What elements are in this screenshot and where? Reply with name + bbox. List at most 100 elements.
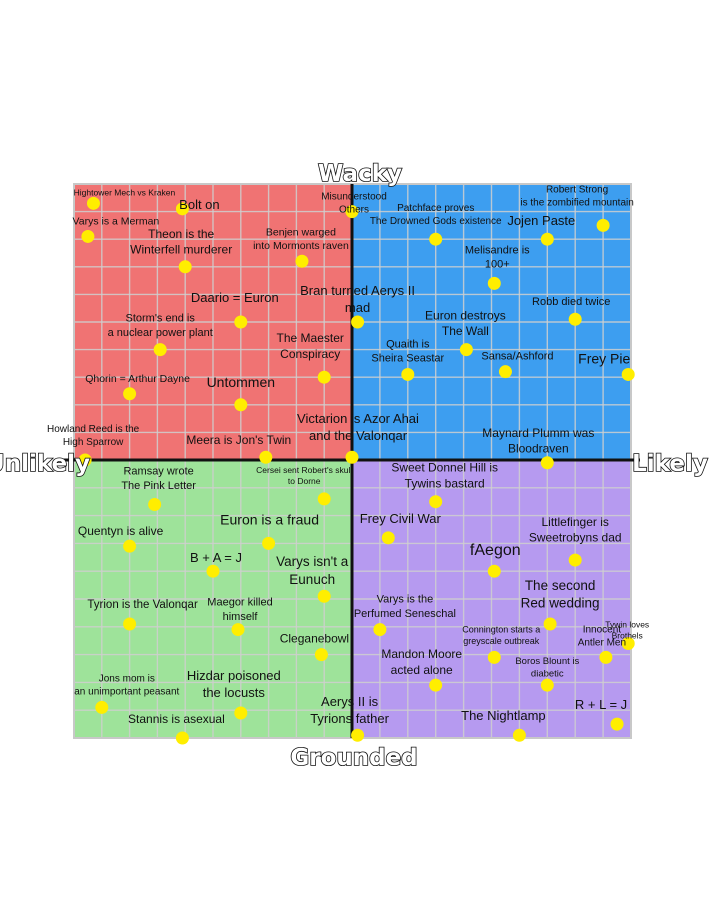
data-point <box>231 623 245 637</box>
point-label: Varys is a Merman <box>73 215 160 227</box>
point-label: Bolt on <box>179 197 219 212</box>
data-point <box>317 589 331 603</box>
point-label: Untommen <box>207 374 275 390</box>
data-point <box>153 343 167 357</box>
point-label: Tywin loves Brothels <box>605 619 649 640</box>
point-label: Frey Civil War <box>360 511 442 526</box>
point-label: Hightower Mech vs Kraken <box>74 187 176 197</box>
point-label: Bran turned Aerys II mad <box>300 283 415 315</box>
point-label: Storm's end is a nuclear power plant <box>108 313 213 339</box>
point-label: Melisandre is 100+ <box>465 244 530 270</box>
data-point <box>498 365 512 379</box>
data-point <box>175 731 189 745</box>
data-point <box>401 367 415 381</box>
point-label: Varys is the Perfumed Seneschal <box>354 594 456 620</box>
point-label: Theon is the Winterfell murderer <box>130 227 232 257</box>
point-label: Patchface proves The Drowned Gods existen… <box>370 203 502 227</box>
point-label: Jojen Paste <box>507 213 575 228</box>
data-point <box>345 450 359 464</box>
point-label: Jons mom is an unimportant peasant <box>74 673 179 697</box>
point-label: Hizdar poisoned the locusts <box>187 668 281 700</box>
data-point <box>234 398 248 412</box>
point-label: Daario = Euron <box>191 290 279 305</box>
data-point <box>314 648 328 662</box>
data-point <box>206 564 220 578</box>
point-label: Meera is Jon's Twin <box>186 433 291 447</box>
point-label: Aerys II is Tyrions father <box>310 694 389 726</box>
data-point <box>351 315 365 329</box>
data-point <box>429 495 443 509</box>
axis-label-left: Unlikely <box>0 451 90 477</box>
point-label: Robb died twice <box>532 296 610 308</box>
point-label: Cleganebowl <box>280 632 349 646</box>
data-point <box>487 276 501 290</box>
data-point <box>429 678 443 692</box>
data-point <box>95 700 109 714</box>
data-point <box>262 536 276 550</box>
data-point <box>381 531 395 545</box>
data-point <box>429 232 443 246</box>
data-point <box>596 218 610 232</box>
point-label: Connington starts a greyscale outbreak <box>462 624 540 646</box>
point-label: Robert Strong is the zombified mountain <box>520 184 633 208</box>
point-label: Boros Blount is diabetic <box>515 656 579 679</box>
point-label: B + A = J <box>190 550 242 565</box>
data-point <box>317 492 331 506</box>
data-point <box>234 315 248 329</box>
point-label: Mandon Moore acted alone <box>381 647 462 677</box>
point-label: fAegon <box>470 542 521 559</box>
point-label: Euron is a fraud <box>220 511 319 527</box>
data-point <box>621 367 635 381</box>
data-point <box>123 387 137 401</box>
data-point <box>540 232 554 246</box>
point-label: Qhorin = Arthur Dayne <box>85 373 190 385</box>
data-point <box>621 636 635 650</box>
data-point <box>259 450 273 464</box>
data-point <box>178 260 192 274</box>
data-point <box>568 312 582 326</box>
data-point <box>512 728 526 742</box>
data-point <box>234 706 248 720</box>
data-point <box>78 453 92 467</box>
axis-label-top: Wacky <box>318 161 402 187</box>
point-label: Maynard Plumm was Bloodraven <box>482 426 594 456</box>
point-label: Quentyn is alive <box>78 524 164 538</box>
point-label: Stannis is asexual <box>128 712 225 726</box>
data-point <box>568 553 582 567</box>
data-point <box>351 728 365 742</box>
point-label: Cersei sent Robert's skull to Dorne <box>256 465 352 486</box>
data-point <box>295 254 309 268</box>
data-point <box>123 539 137 553</box>
data-point <box>487 564 501 578</box>
data-point <box>317 370 331 384</box>
axis-label-right: Likely <box>632 451 708 477</box>
data-point <box>540 456 554 470</box>
point-label: R + L = J <box>575 697 627 712</box>
data-point <box>459 343 473 357</box>
point-label: Euron destroys The Wall <box>425 309 506 339</box>
data-point <box>81 229 95 243</box>
data-point <box>86 196 100 210</box>
point-label: Sweet Donnel Hill is Tywins bastard <box>391 461 498 491</box>
data-point <box>599 650 613 664</box>
point-label: The Maester Conspiracy <box>277 331 344 361</box>
axis-label-bottom: Grounded <box>290 745 417 771</box>
data-point <box>543 617 557 631</box>
data-point <box>610 717 624 731</box>
point-label: The Nightlamp <box>461 708 546 723</box>
point-label: Tyrion is the Valonqar <box>87 599 198 611</box>
point-label: Ramsay wrote The Pink Letter <box>121 465 196 491</box>
data-point <box>487 650 501 664</box>
point-label: Sansa/Ashford <box>481 351 553 363</box>
data-point <box>373 623 387 637</box>
data-point <box>345 205 359 219</box>
point-label: Maegor killed himself <box>207 597 272 623</box>
point-label: Quaith is Sheira Seastar <box>371 338 444 364</box>
point-label: Victarion is Azor Ahai and the Valonqar <box>297 411 419 443</box>
point-label: Misunderstood Others <box>321 192 387 216</box>
data-point <box>540 678 554 692</box>
point-label: Benjen warged into Mormonts raven <box>253 226 349 252</box>
point-label: The second Red wedding <box>521 578 600 611</box>
data-point <box>148 497 162 511</box>
